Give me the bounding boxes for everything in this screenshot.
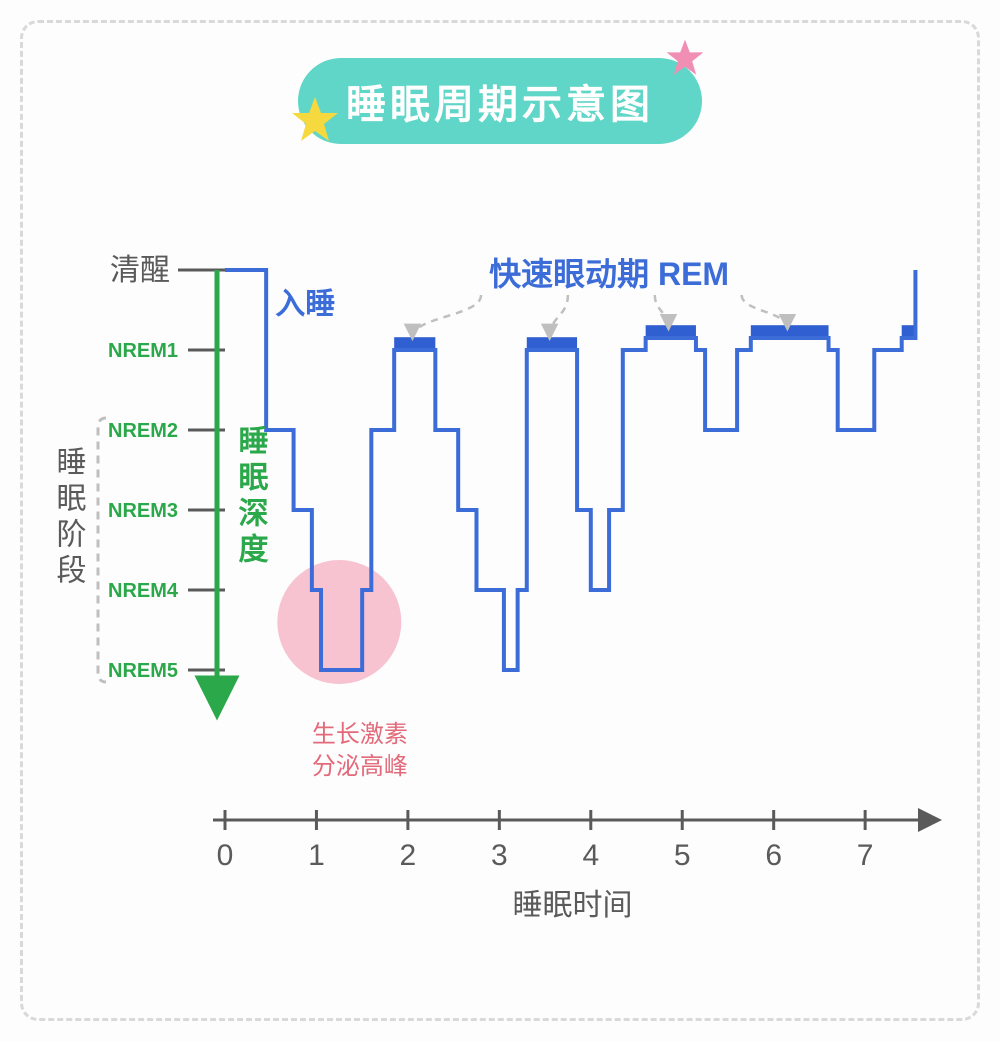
- rem-pointer-arrow: [412, 295, 481, 338]
- x-tick-label: 2: [400, 839, 417, 872]
- star-yellow-icon: [290, 95, 340, 145]
- x-tick-label: 1: [308, 839, 325, 872]
- stage-label: NREM4: [108, 580, 179, 602]
- x-tick-label: 7: [857, 839, 874, 872]
- rem-label: 快速眼动期 REM: [489, 256, 729, 292]
- stage-bracket: [98, 418, 106, 682]
- x-axis-label: 睡眠时间: [513, 889, 633, 922]
- stage-label: NREM1: [108, 340, 178, 362]
- x-tick-label: 0: [217, 839, 234, 872]
- growth-hormone-highlight: [277, 560, 401, 684]
- growth-hormone-label-l1: 生长激素: [312, 721, 408, 748]
- x-tick-label: 3: [491, 839, 508, 872]
- y-axis-label: 睡眠阶段: [52, 446, 87, 590]
- stage-awake-label: 清醒: [110, 254, 170, 287]
- depth-label: 睡眠深度: [234, 425, 269, 569]
- x-tick-label: 4: [582, 839, 599, 872]
- star-pink-icon: [665, 38, 705, 78]
- x-tick-label: 6: [765, 839, 782, 872]
- stage-label: NREM3: [108, 500, 178, 522]
- stage-label: NREM2: [108, 420, 178, 442]
- rem-pointer-arrow: [742, 295, 788, 328]
- sleep-onset-label: 入睡: [275, 288, 335, 321]
- sleep-cycle-chart: 清醒 NREM1 NREM2 NREM3 NREM4 NREM5 睡眠深度 睡眠阶段 入睡 快速眼…: [50, 180, 950, 991]
- chart-title-pill: 睡眠周期示意图: [298, 58, 702, 144]
- rem-pointer-arrow: [550, 295, 568, 338]
- chart-title-text: 睡眠周期示意图: [346, 83, 654, 127]
- growth-hormone-label-l2: 分泌高峰: [312, 753, 408, 780]
- stage-label: NREM5: [108, 660, 178, 682]
- rem-pointer-arrow: [655, 295, 669, 328]
- x-tick-label: 5: [674, 839, 691, 872]
